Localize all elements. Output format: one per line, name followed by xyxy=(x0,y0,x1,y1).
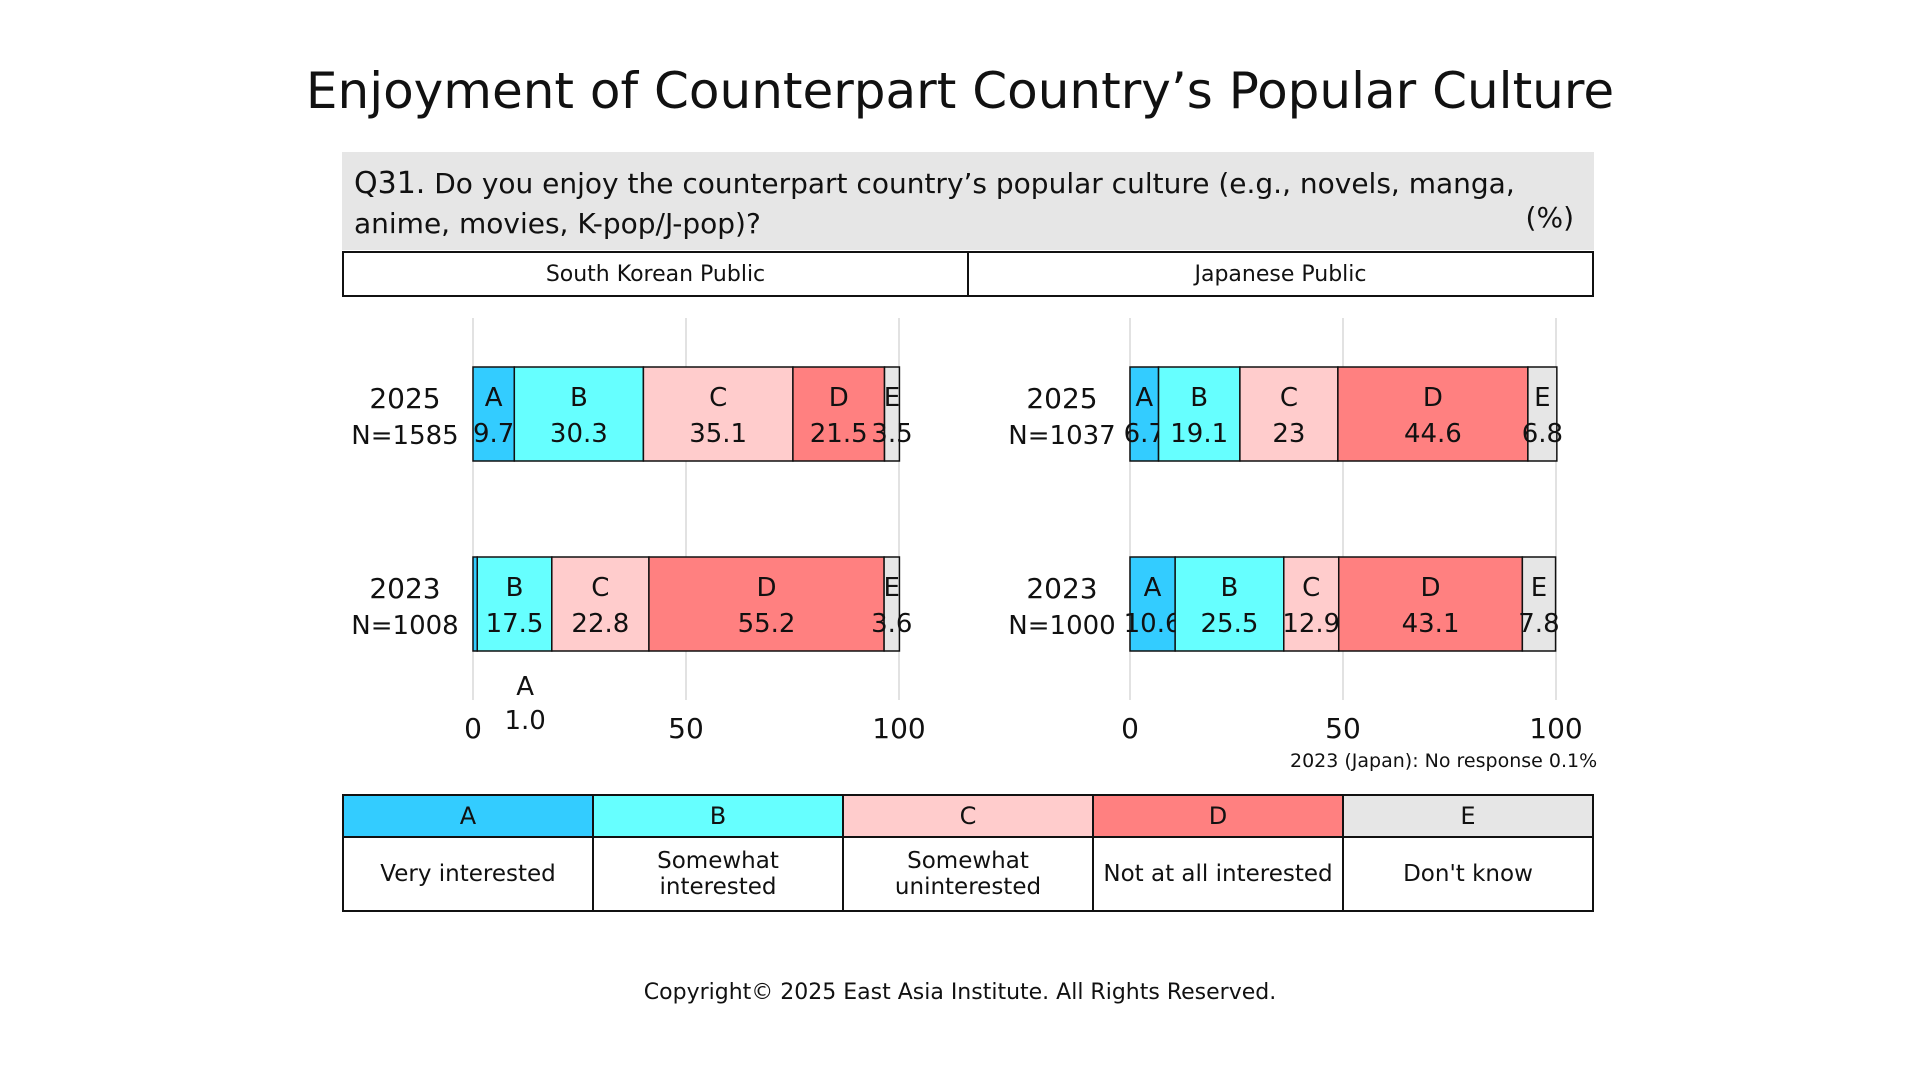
legend-label-b: Somewhat interested xyxy=(657,848,779,900)
bar-key-korea-1-b: B xyxy=(506,573,524,603)
row-label-n-korea-0: N=1585 xyxy=(351,421,458,451)
data-label-japan-1-c: 12.9 xyxy=(1282,609,1340,639)
data-label-korea-1-c: 22.8 xyxy=(571,609,629,639)
legend-table: A Very interested B Somewhat interested … xyxy=(342,794,1594,912)
bar-key-japan-1-b: B xyxy=(1221,573,1239,603)
bar-japan-0-d xyxy=(1337,366,1529,462)
bar-japan-1-c xyxy=(1283,556,1340,652)
legend-label-e: Don't know xyxy=(1403,861,1533,887)
data-label-korea-1-a: 1.0 xyxy=(504,706,545,736)
data-label-japan-1-d: 43.1 xyxy=(1402,609,1460,639)
row-label-n-korea-1: N=1008 xyxy=(351,611,458,641)
data-label-korea-1-e: 3.6 xyxy=(871,609,912,639)
legend-key-e: E xyxy=(1344,796,1592,838)
bar-korea-1-b xyxy=(476,556,553,652)
data-label-japan-0-d: 44.6 xyxy=(1404,419,1462,449)
row-label-year-japan-0: 2025 xyxy=(1026,382,1097,415)
data-label-japan-0-b: 19.1 xyxy=(1170,419,1228,449)
bar-korea-0-d xyxy=(792,366,886,462)
bar-korea-0-e xyxy=(883,366,901,462)
data-label-korea-1-b: 17.5 xyxy=(486,609,544,639)
data-label-korea-0-b: 30.3 xyxy=(550,419,608,449)
row-label-n-japan-0: N=1037 xyxy=(1008,421,1115,451)
data-label-japan-0-e: 6.8 xyxy=(1522,419,1563,449)
chart-canvas: 0 50 100 2025 N=1585 A 9.7 B 30.3 C 35.1 D 21.5 E 3.5 2… xyxy=(351,318,1583,745)
x-tick-korea-0: 0 xyxy=(464,712,482,745)
legend-col-e: E Don't know xyxy=(1342,796,1592,910)
bar-key-korea-1-a: A xyxy=(516,672,534,702)
x-tick-japan-50: 50 xyxy=(1325,712,1361,745)
legend-col-d: D Not at all interested xyxy=(1092,796,1342,910)
bar-key-japan-0-e: E xyxy=(1534,383,1550,413)
bar-key-korea-1-c: C xyxy=(591,573,609,603)
bar-key-japan-0-c: C xyxy=(1280,383,1298,413)
data-label-japan-1-b: 25.5 xyxy=(1201,609,1259,639)
bar-korea-1-e xyxy=(883,556,901,652)
bar-key-korea-1-e: E xyxy=(884,573,900,603)
question-box: Q31. Do you enjoy the counterpart countr… xyxy=(342,152,1594,250)
row-label-year-korea-0: 2025 xyxy=(369,382,440,415)
panel-header-japan: Japanese Public xyxy=(967,253,1592,295)
bar-key-japan-0-a: A xyxy=(1135,383,1153,413)
bar-key-japan-1-d: D xyxy=(1421,573,1441,603)
row-label-year-korea-1: 2023 xyxy=(369,572,440,605)
bar-japan-1-a xyxy=(1129,556,1176,652)
bar-key-japan-1-c: C xyxy=(1302,573,1320,603)
bar-japan-1-d xyxy=(1337,556,1524,652)
bar-key-japan-1-a: A xyxy=(1144,573,1162,603)
bar-key-japan-0-d: D xyxy=(1423,383,1443,413)
panel-header-korea: South Korean Public xyxy=(545,261,766,287)
legend-key-b: B xyxy=(594,796,842,838)
data-label-korea-0-c: 35.1 xyxy=(689,419,747,449)
bar-korea-1-c xyxy=(551,556,650,652)
bar-korea-1-d xyxy=(648,556,885,652)
data-label-korea-1-d: 55.2 xyxy=(738,609,796,639)
data-label-korea-0-d: 21.5 xyxy=(810,419,868,449)
legend-label-a: Very interested xyxy=(380,861,556,887)
data-label-japan-0-c: 23 xyxy=(1272,419,1305,449)
legend-key-d: D xyxy=(1094,796,1342,838)
bar-key-korea-0-e: E xyxy=(884,383,900,413)
legend-col-a: A Very interested xyxy=(344,796,592,910)
bar-key-korea-0-c: C xyxy=(709,383,727,413)
row-label-year-japan-1: 2023 xyxy=(1026,572,1097,605)
unit-label: (%) xyxy=(1525,201,1574,234)
bar-key-korea-0-b: B xyxy=(570,383,588,413)
x-tick-japan-0: 0 xyxy=(1121,712,1139,745)
row-label-n-japan-1: N=1000 xyxy=(1008,611,1115,641)
x-tick-korea-100: 100 xyxy=(872,712,925,745)
x-tick-korea-50: 50 xyxy=(668,712,704,745)
bar-key-korea-0-a: A xyxy=(485,383,503,413)
data-label-korea-0-a: 9.7 xyxy=(473,419,514,449)
data-label-korea-0-e: 3.5 xyxy=(871,419,912,449)
chart-title: Enjoyment of Counterpart Country’s Popul… xyxy=(305,62,1615,120)
legend-key-c: C xyxy=(844,796,1092,838)
legend-key-a: A xyxy=(344,796,592,838)
bar-japan-1-b xyxy=(1174,556,1285,652)
question-number: Q31. xyxy=(354,166,426,201)
bar-key-korea-1-d: D xyxy=(756,573,776,603)
bar-japan-0-b xyxy=(1157,366,1241,462)
copyright: Copyright© 2025 East Asia Institute. All… xyxy=(643,980,1277,1005)
legend-col-c: C Somewhat uninterested xyxy=(842,796,1092,910)
legend-label-d: Not at all interested xyxy=(1103,861,1333,887)
data-label-japan-1-a: 10.6 xyxy=(1124,609,1182,639)
panel-header-row: South Korean Public Japanese Public xyxy=(342,251,1594,297)
legend-col-b: B Somewhat interested xyxy=(592,796,842,910)
bar-key-korea-0-d: D xyxy=(829,383,849,413)
bar-key-japan-1-e: E xyxy=(1531,573,1547,603)
question-text: Do you enjoy the counterpart country’s p… xyxy=(354,167,1515,240)
bar-japan-0-c xyxy=(1239,366,1339,462)
bar-korea-0-a xyxy=(472,366,516,462)
bar-japan-0-a xyxy=(1129,366,1160,462)
legend-label-c: Somewhat uninterested xyxy=(894,848,1042,900)
bar-key-japan-0-b: B xyxy=(1190,383,1208,413)
bar-japan-0-e xyxy=(1527,366,1558,462)
x-tick-japan-100: 100 xyxy=(1529,712,1582,745)
bar-japan-1-e xyxy=(1521,556,1557,652)
data-label-japan-1-e: 7.8 xyxy=(1518,609,1559,639)
footnote: 2023 (Japan): No response 0.1% xyxy=(1290,750,1598,772)
